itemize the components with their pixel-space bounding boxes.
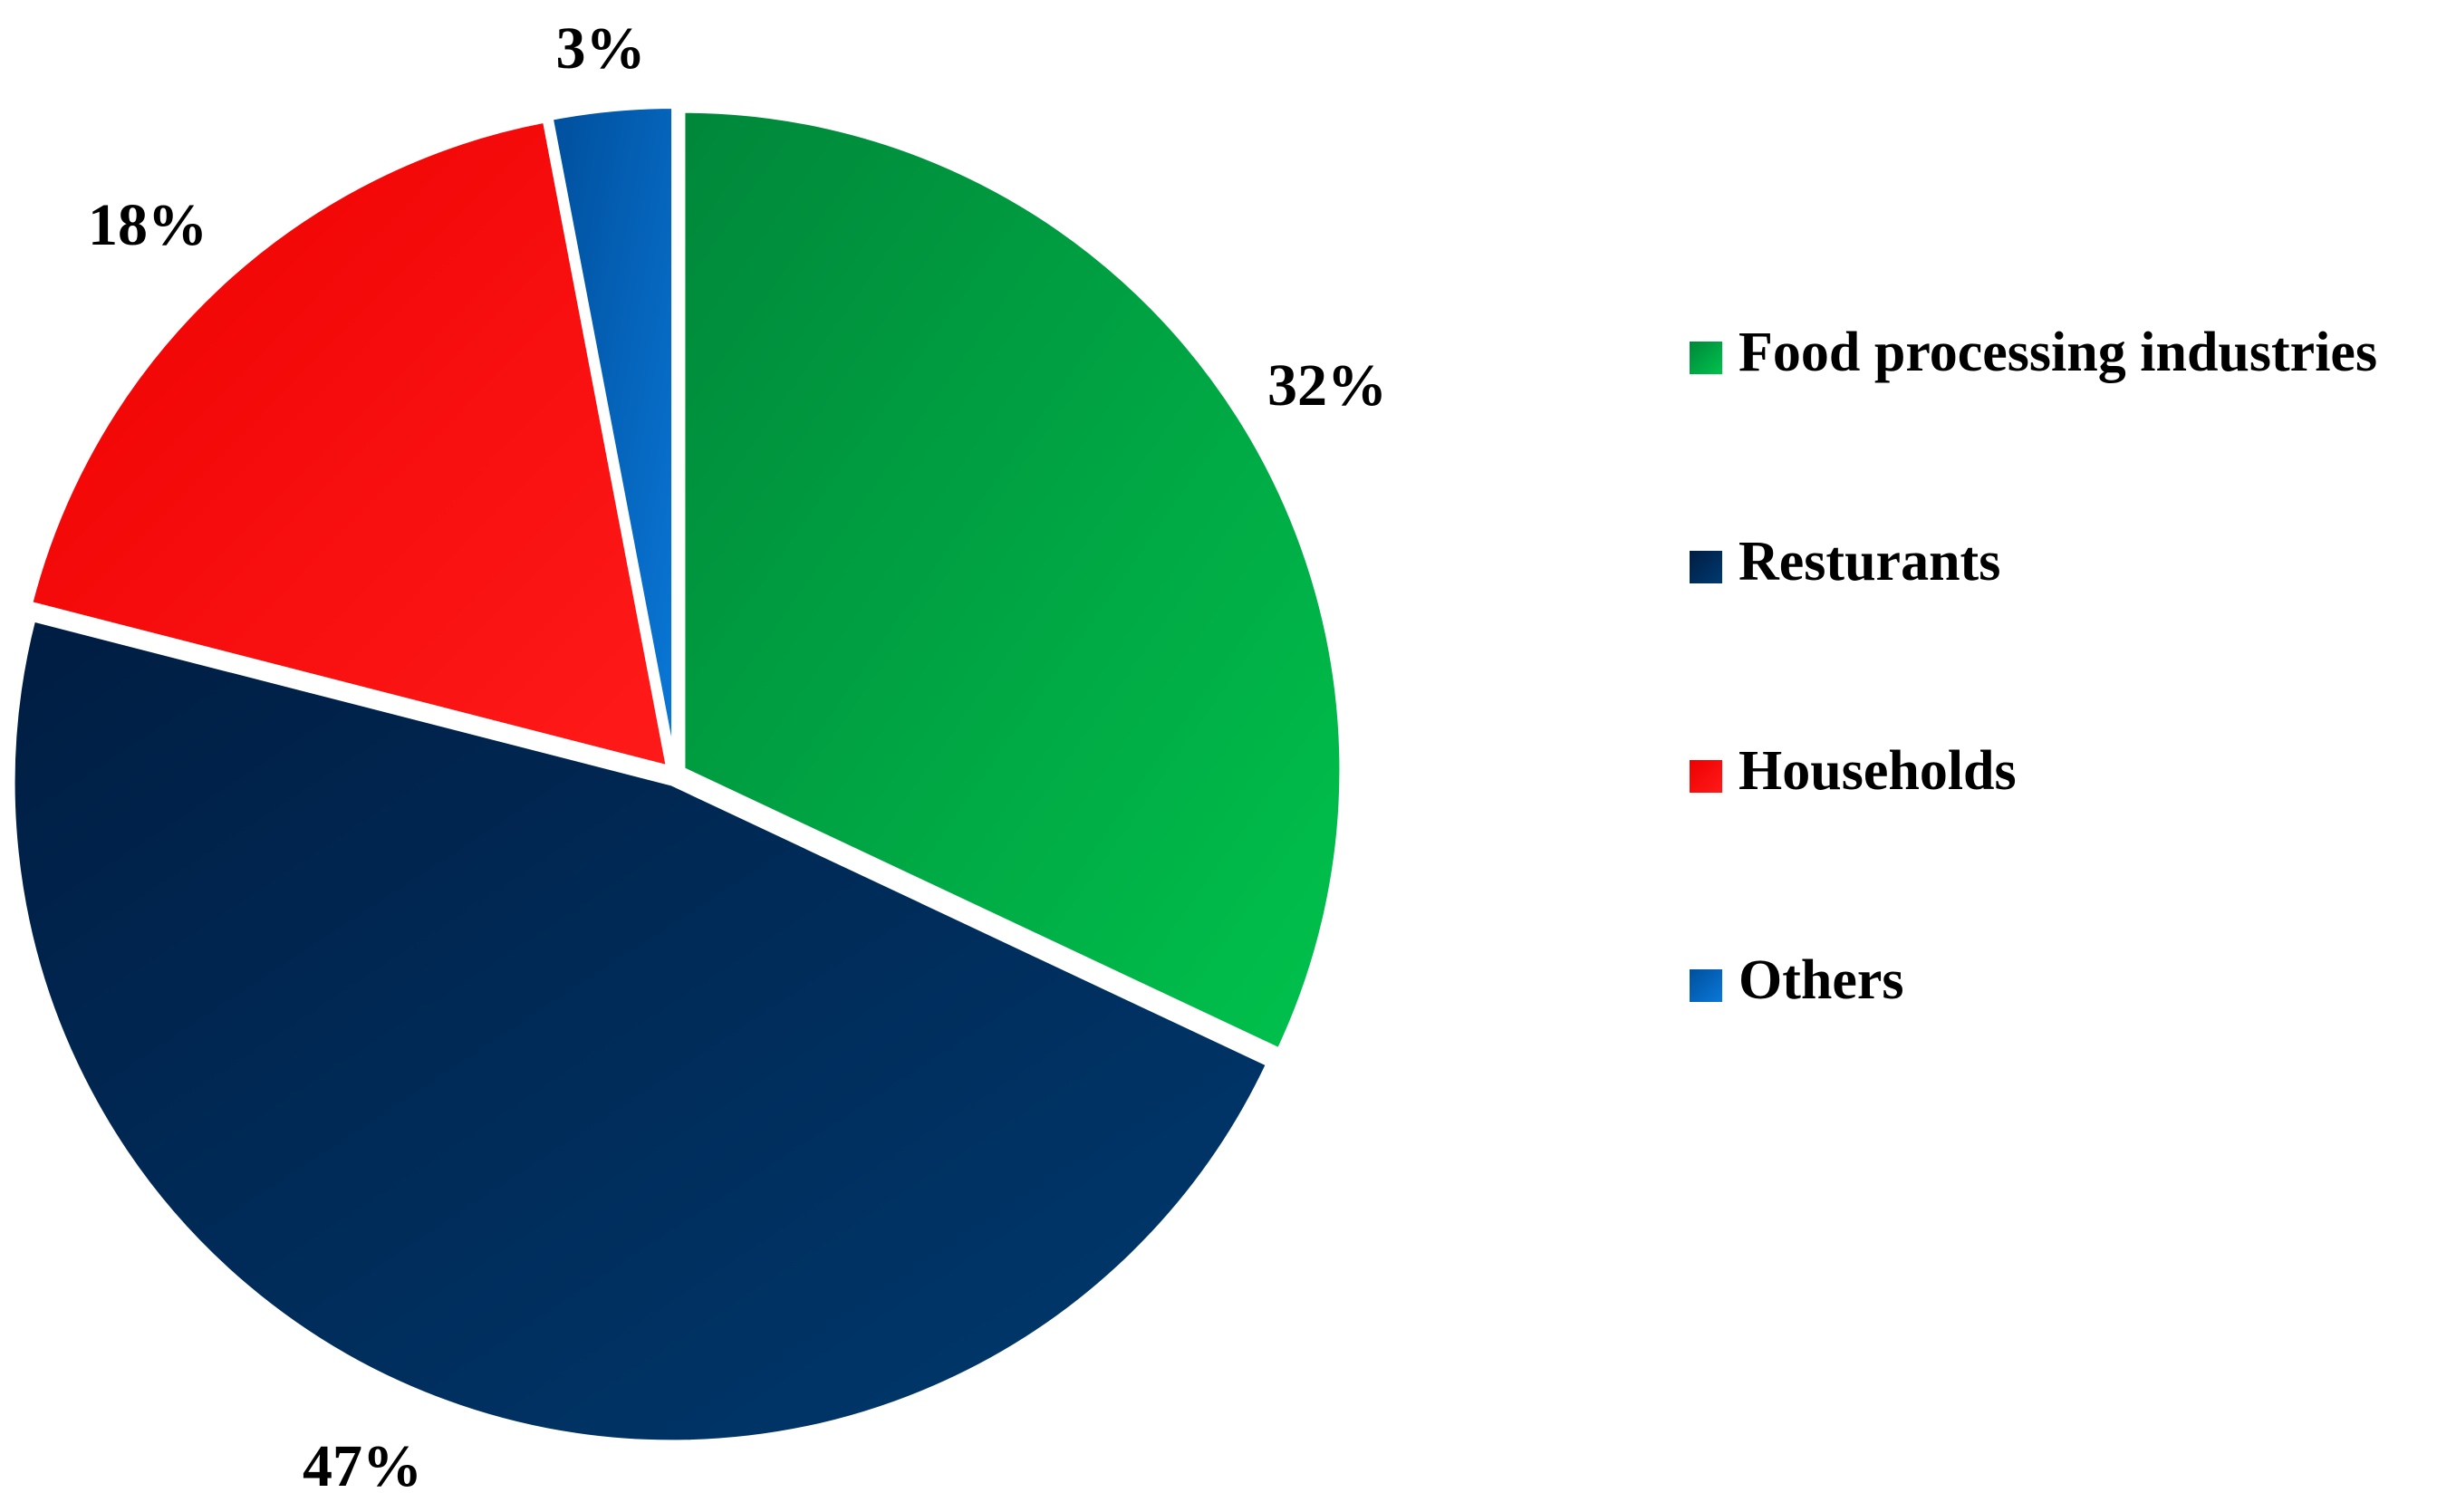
legend-item-resturants: Resturants [1690,531,2000,592]
legend-swatch [1690,760,1722,793]
legend-label: Resturants [1738,531,2000,592]
pie-slice-households [27,117,672,771]
pie-slice-resturants [9,616,1272,1446]
legend: Food processing industries Resturants Hous… [1690,322,2377,1011]
legend-swatch [1690,551,1722,583]
legend-label: Others [1738,949,1904,1011]
legend-item-households: Households [1690,740,2017,802]
data-label-others: 3% [556,15,646,82]
legend-item-food-processing-industries: Food processing industries [1690,322,2377,383]
data-label-food-processing-industries: 32% [1267,352,1387,419]
data-label-households: 18% [88,192,207,258]
pie-slice-others [547,103,678,769]
data-label-resturants: 47% [303,1433,422,1499]
legend-label: Households [1738,740,2017,802]
pie-slice-food-processing-industries [679,107,1345,1054]
pie-slices [9,103,1345,1446]
pie-labels: 32% 47% 18% 3% [88,15,1387,1499]
legend-swatch [1690,969,1722,1002]
legend-item-others: Others [1690,949,1904,1011]
legend-label: Food processing industries [1738,322,2377,383]
legend-swatch [1690,342,1722,374]
